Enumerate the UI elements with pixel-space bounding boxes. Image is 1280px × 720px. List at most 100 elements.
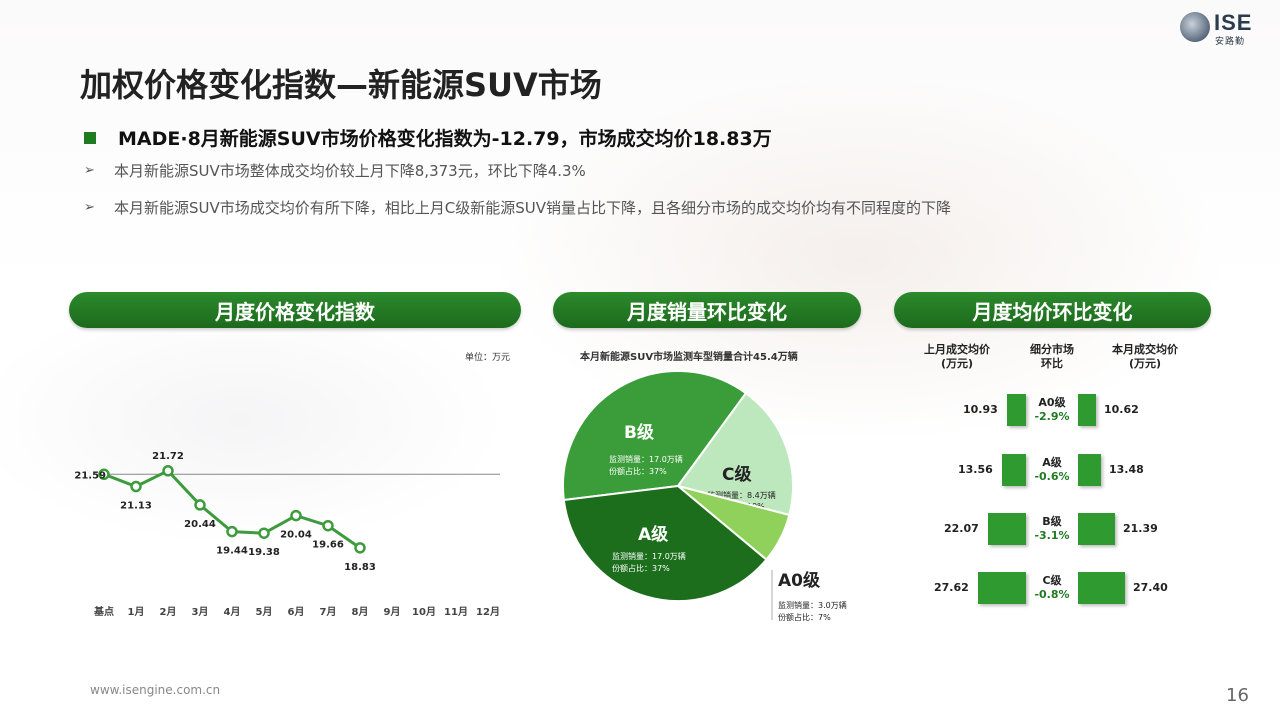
- x-tick-label: 基点: [93, 605, 114, 618]
- slice-name-label: A0级: [778, 570, 820, 591]
- x-tick-label: 4月: [224, 606, 241, 618]
- slice-name-label: A级: [638, 524, 668, 545]
- headline: MADE·8月新能源SUV市场价格变化指数为-12.79，市场成交均价18.83…: [84, 124, 772, 151]
- price-index-line-chart: 21.59 21.13 21.72 20.44 19.44 19.3820.0419.66…: [74, 451, 500, 618]
- data-label: 21.72: [152, 451, 184, 462]
- bullet-1: ➢ 本月新能源SUV市场整体成交均价较上月下降8,373元，环比下降4.3%: [84, 160, 586, 181]
- segment-label: A0级 -2.9%: [1027, 396, 1077, 424]
- logo-subtext: 安路勤: [1215, 37, 1246, 47]
- data-point: [98, 468, 110, 481]
- data-label: 20.04: [280, 530, 312, 541]
- slice-name-label: C级: [722, 464, 751, 485]
- slice-sales-label: 监测销量：17.0万辆: [609, 454, 683, 464]
- prev-price-value: 22.07: [944, 522, 979, 535]
- data-point: [258, 527, 270, 539]
- pie-slice: [562, 484, 768, 602]
- logo-text: ISE: [1214, 10, 1253, 35]
- x-tick-label: 12月: [476, 606, 500, 618]
- header-segment: 细分市场 环比: [1030, 343, 1074, 370]
- cur-price-value: 13.48: [1109, 463, 1144, 476]
- segment-change: -0.6%: [1034, 470, 1070, 483]
- cur-price-value: 27.40: [1133, 581, 1168, 594]
- bullet-text: 本月新能源SUV市场成交均价有所下降，相比上月C级新能源SUV销量占比下降，且各…: [114, 199, 952, 217]
- prev-price-bar: [978, 572, 1026, 604]
- cur-price-bar: [1078, 394, 1096, 426]
- x-tick-label: 1月: [128, 606, 145, 618]
- x-tick-label: 3月: [192, 606, 209, 618]
- footer-url: www.isengine.com.cn: [90, 683, 221, 697]
- slice-name-label: B级: [624, 422, 654, 443]
- section-header-sales: 月度销量环比变化: [553, 292, 861, 328]
- data-point: [162, 465, 174, 477]
- data-point: [322, 519, 334, 532]
- x-tick-label: 7月: [320, 606, 337, 618]
- segment-name: C级: [1042, 574, 1062, 587]
- x-tick-label: 9月: [384, 606, 401, 618]
- data-point: [130, 480, 142, 493]
- segment-label: B级 -3.1%: [1027, 515, 1077, 543]
- pie-slice: [676, 391, 794, 517]
- x-tick-label: 6月: [288, 606, 305, 618]
- pie-slice: [562, 370, 748, 502]
- section-header-price: 月度均价环比变化: [894, 292, 1211, 328]
- data-point: [194, 499, 206, 511]
- x-tick-label: 8月: [352, 606, 369, 618]
- sales-share-pie-chart: B级监测销量：17.0万辆份额占比：37%C级监测销量：8.4万辆份额占比：19…: [562, 370, 847, 622]
- segment-name: B级: [1042, 515, 1062, 528]
- bullet-text: 本月新能源SUV市场整体成交均价较上月下降8,373元，环比下降4.3%: [114, 162, 586, 180]
- data-label: 21.59: [74, 470, 106, 481]
- segment-label: A级 -0.6%: [1027, 456, 1077, 484]
- slice-share-label: 份额占比：37%: [609, 466, 667, 476]
- data-label: 18.83: [344, 562, 376, 573]
- slice-sales-label: 监测销量：3.0万辆: [778, 600, 847, 610]
- headline-text: MADE·8月新能源SUV市场价格变化指数为-12.79，市场成交均价18.83…: [118, 128, 772, 150]
- slice-share-label: 份额占比：37%: [612, 563, 670, 573]
- cur-price-bar: [1078, 513, 1115, 545]
- x-tick-label: 11月: [444, 606, 468, 618]
- section-header-index: 月度价格变化指数: [69, 292, 521, 328]
- prev-price-bar: [1002, 454, 1026, 486]
- logo-mark-icon: [1180, 12, 1210, 42]
- segment-change: -0.8%: [1034, 588, 1070, 601]
- cur-price-value: 21.39: [1123, 522, 1158, 535]
- header-cur-price: 本月成交均价 (万元): [1112, 343, 1178, 370]
- cur-price-value: 10.62: [1104, 403, 1139, 416]
- slice-share-label: 份额占比：7%: [778, 612, 831, 622]
- data-label: 19.44: [216, 546, 248, 557]
- bullet-2: ➢ 本月新能源SUV市场成交均价有所下降，相比上月C级新能源SUV销量占比下降，…: [84, 197, 951, 218]
- header-prev-price: 上月成交均价 (万元): [924, 343, 990, 370]
- data-label: 20.44: [184, 519, 216, 530]
- prev-price-value: 13.56: [958, 463, 993, 476]
- x-tick-label: 2月: [160, 606, 177, 618]
- x-tick-label: 10月: [412, 606, 436, 618]
- data-point: [290, 509, 302, 522]
- data-label: 19.66: [312, 540, 344, 551]
- slice-sales-label: 监测销量：17.0万辆: [612, 551, 686, 561]
- data-label: 19.38: [248, 547, 280, 558]
- segment-name: A0级: [1038, 396, 1066, 409]
- data-point: [354, 542, 366, 554]
- company-logo: ISE 安路勤: [1180, 10, 1264, 47]
- prev-price-value: 27.62: [934, 581, 969, 594]
- cur-price-bar: [1078, 572, 1125, 604]
- prev-price-bar: [988, 513, 1026, 545]
- prev-price-value: 10.93: [963, 403, 998, 416]
- page-title: 加权价格变化指数—新能源SUV市场: [80, 66, 602, 104]
- segment-label: C级 -0.8%: [1027, 574, 1077, 602]
- unit-label: 单位：万元: [465, 353, 511, 363]
- arrow-bullet-icon: ➢: [84, 200, 95, 215]
- data-label: 21.13: [120, 501, 152, 512]
- arrow-bullet-icon: ➢: [84, 163, 95, 178]
- square-bullet-icon: [84, 131, 96, 144]
- segment-name: A级: [1042, 456, 1062, 469]
- page-number: 16: [1226, 685, 1249, 706]
- data-point: [226, 525, 238, 538]
- prev-price-bar: [1007, 394, 1026, 426]
- segment-change: -2.9%: [1034, 410, 1070, 423]
- slice-sales-label: 监测销量：8.4万辆: [707, 490, 776, 500]
- segment-change: -3.1%: [1034, 529, 1070, 542]
- x-tick-label: 5月: [256, 606, 273, 618]
- cur-price-bar: [1078, 454, 1101, 486]
- pie-subtitle: 本月新能源SUV市场监测车型销量合计45.4万辆: [580, 352, 798, 363]
